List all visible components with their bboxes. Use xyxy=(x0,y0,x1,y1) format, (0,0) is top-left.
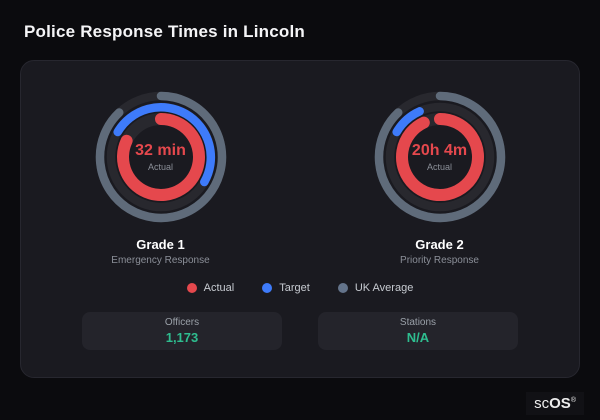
legend-dot-actual-icon xyxy=(186,283,197,293)
legend-dot-uk-average-icon xyxy=(337,283,348,293)
legend-label: Target xyxy=(279,282,310,294)
gauge-svg-grade-1 xyxy=(95,91,226,223)
gauge-name: Grade 1 xyxy=(136,237,185,252)
gauge-chart-grade-1: 32 min Actual xyxy=(91,87,231,227)
brand-prefix: sc xyxy=(534,395,550,412)
gauge-svg-grade-2 xyxy=(374,91,505,223)
stat-label: Officers xyxy=(164,317,200,328)
legend-item-target[interactable]: Target xyxy=(262,282,310,294)
gauge-name: Grade 2 xyxy=(415,237,464,252)
registered-mark: ® xyxy=(570,397,576,404)
gauge-grade-2: 20h 4m Actual Grade 2 Priority Response xyxy=(300,87,579,266)
page-title: Police Response Times in Lincoln xyxy=(24,22,305,41)
legend-dot-target-icon xyxy=(262,283,273,293)
scos-logo: scOS® xyxy=(526,392,584,415)
stat-stations: Stations N/A xyxy=(318,312,518,350)
legend-item-actual[interactable]: Actual xyxy=(186,282,235,294)
gauge-subtitle: Emergency Response xyxy=(111,255,210,266)
stat-officers: Officers 1,173 xyxy=(82,312,282,350)
legend-item-uk-average[interactable]: UK Average xyxy=(337,282,414,294)
response-times-card: 32 min Actual Grade 1 Emergency Response… xyxy=(20,60,580,378)
gauge-chart-grade-2: 20h 4m Actual xyxy=(370,87,510,227)
stat-label: Stations xyxy=(399,317,437,328)
stat-value: 1,173 xyxy=(165,330,199,345)
brand-suffix: OS xyxy=(549,395,571,412)
chart-legend: Actual Target UK Average xyxy=(21,282,579,294)
gauge-grade-1: 32 min Actual Grade 1 Emergency Response xyxy=(21,87,300,266)
legend-label: UK Average xyxy=(354,282,414,294)
stat-value: N/A xyxy=(406,330,430,345)
stats-row: Officers 1,173 Stations N/A xyxy=(21,312,579,350)
gauge-subtitle: Priority Response xyxy=(400,255,479,266)
legend-label: Actual xyxy=(203,282,235,294)
gauges-row: 32 min Actual Grade 1 Emergency Response… xyxy=(21,87,579,266)
